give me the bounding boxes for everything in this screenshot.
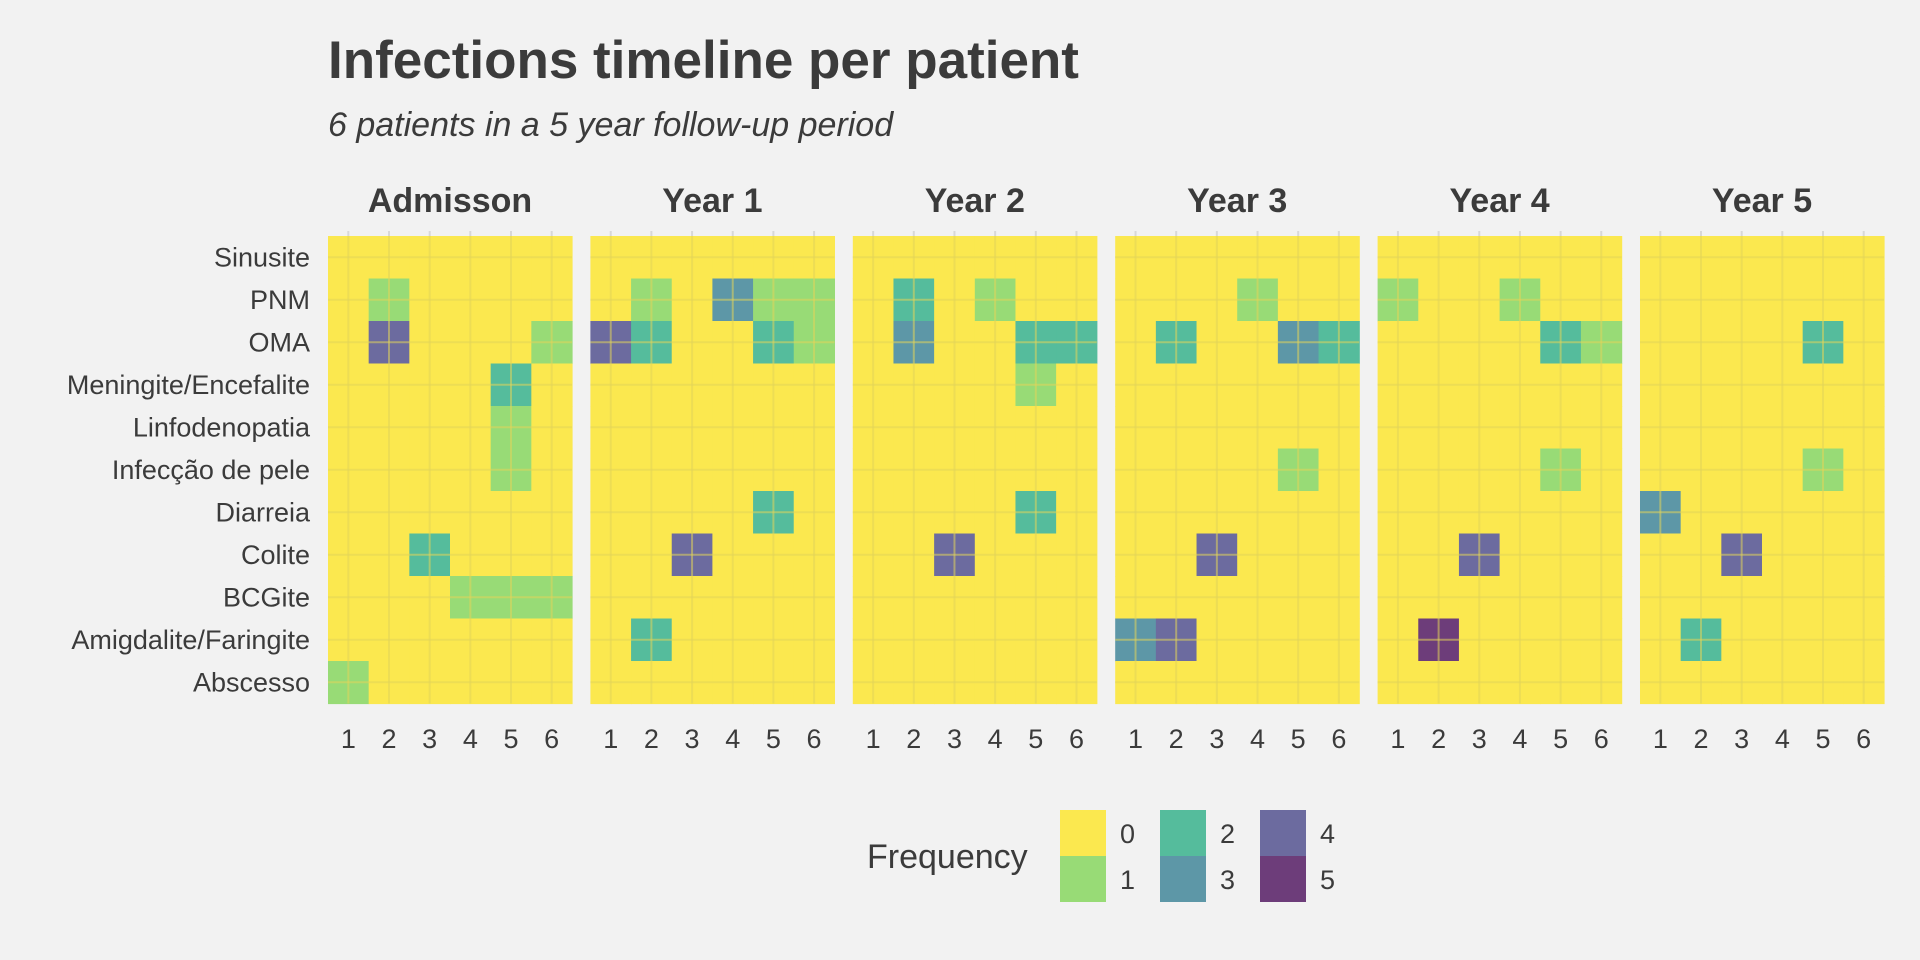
x-tick-label: 6 (544, 724, 559, 754)
y-axis: Sinusite PNM OMA Meningite/Encefalite Linfod… (67, 242, 311, 697)
legend-key (1260, 810, 1306, 856)
x-tick-label: 6 (1331, 724, 1346, 754)
facet-panel: Year 5 1 2 3 4 5 6 (1640, 182, 1885, 754)
y-tick-label: PNM (250, 285, 310, 315)
facet-label: Admisson (368, 182, 532, 220)
legend-key (1160, 856, 1206, 902)
chart-subtitle: 6 patients in a 5 year follow-up period (328, 106, 894, 144)
x-tick-label: 2 (644, 724, 659, 754)
x-tick-label: 5 (1815, 724, 1830, 754)
y-tick-label: Diarreia (215, 497, 311, 527)
facet-label: Year 1 (662, 182, 762, 220)
y-tick-label: Meningite/Encefalite (67, 370, 310, 400)
y-tick-label: Colite (241, 540, 310, 570)
x-tick-label: 1 (1390, 724, 1405, 754)
x-tick-label: 3 (1472, 724, 1487, 754)
x-tick-label: 6 (1069, 724, 1084, 754)
y-tick-label: Abscesso (193, 667, 310, 697)
facet-panel: Year 3 1 2 3 4 5 6 (1115, 182, 1360, 754)
x-tick-label: 1 (341, 724, 356, 754)
facet-label: Year 3 (1187, 182, 1287, 220)
facet-panel: Year 1 1 2 3 4 5 6 (590, 182, 835, 754)
x-tick-label: 5 (1028, 724, 1043, 754)
legend-key (1260, 856, 1306, 902)
x-tick-label: 5 (766, 724, 781, 754)
x-tick-label: 6 (1594, 724, 1609, 754)
x-tick-label: 3 (422, 724, 437, 754)
legend-label: 4 (1320, 819, 1335, 849)
facet-label: Year 2 (925, 182, 1025, 220)
y-tick-label: Sinusite (214, 242, 310, 272)
chart-title: Infections timeline per patient (328, 31, 1079, 90)
legend-title: Frequency (867, 838, 1028, 876)
legend-label: 2 (1220, 819, 1235, 849)
facet-label: Year 4 (1449, 182, 1549, 220)
legend-key (1060, 810, 1106, 856)
x-tick-label: 1 (1653, 724, 1668, 754)
x-tick-label: 3 (1734, 724, 1749, 754)
x-tick-label: 2 (1693, 724, 1708, 754)
x-tick-label: 5 (1553, 724, 1568, 754)
legend-label: 5 (1320, 865, 1335, 895)
facet-label: Year 5 (1712, 182, 1812, 220)
x-tick-label: 6 (1856, 724, 1871, 754)
legend-key (1160, 810, 1206, 856)
y-tick-label: Infecção de pele (112, 455, 310, 485)
x-tick-label: 4 (1250, 724, 1265, 754)
facet-panel: Year 4 1 2 3 4 5 6 (1377, 182, 1623, 754)
y-tick-label: Amigdalite/Faringite (71, 625, 310, 655)
legend: Frequency 0 1 2 3 4 5 (867, 810, 1335, 902)
x-tick-label: 4 (463, 724, 478, 754)
legend-label: 1 (1120, 865, 1135, 895)
x-tick-label: 3 (947, 724, 962, 754)
x-tick-label: 5 (1291, 724, 1306, 754)
x-tick-label: 2 (1169, 724, 1184, 754)
x-tick-label: 2 (906, 724, 921, 754)
legend-key (1060, 856, 1106, 902)
x-tick-label: 3 (1209, 724, 1224, 754)
x-tick-label: 2 (1431, 724, 1446, 754)
x-tick-label: 1 (866, 724, 881, 754)
x-tick-label: 4 (1775, 724, 1790, 754)
x-tick-label: 4 (725, 724, 740, 754)
facet-panel: Admisson 1 2 3 4 5 6 (328, 182, 573, 754)
legend-label: 0 (1120, 819, 1135, 849)
y-tick-label: Linfodenopatia (133, 412, 311, 442)
x-tick-label: 5 (503, 724, 518, 754)
facet-panel: Year 2 1 2 3 4 5 6 (852, 182, 1098, 754)
x-tick-label: 2 (381, 724, 396, 754)
x-tick-label: 4 (988, 724, 1003, 754)
x-tick-label: 4 (1512, 724, 1527, 754)
x-tick-label: 3 (685, 724, 700, 754)
x-tick-label: 6 (807, 724, 822, 754)
legend-label: 3 (1220, 865, 1235, 895)
y-tick-label: BCGite (223, 582, 310, 612)
x-tick-label: 1 (1128, 724, 1143, 754)
y-tick-label: OMA (248, 327, 310, 357)
x-tick-label: 1 (603, 724, 618, 754)
